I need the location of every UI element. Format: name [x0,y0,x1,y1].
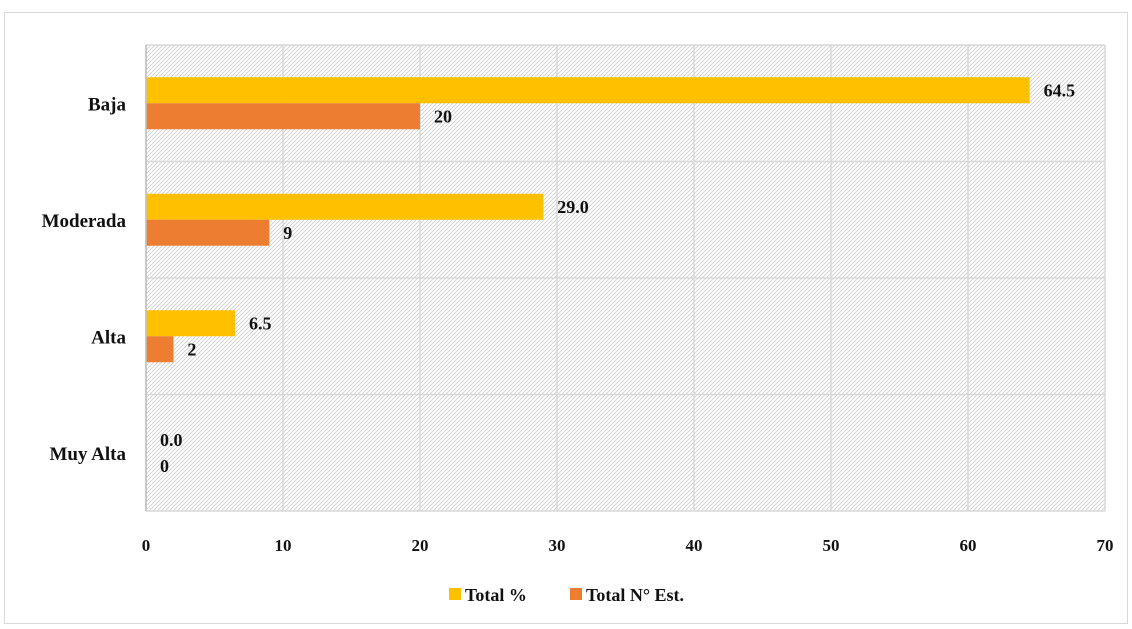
legend-label: Total % [465,585,527,605]
x-tick-label: 0 [142,536,151,555]
data-label: 20 [434,106,452,126]
data-label: 6.5 [249,313,271,333]
data-label: 29.0 [557,197,589,217]
bar-total-percent [146,193,544,220]
data-label: 64.5 [1044,80,1076,100]
data-label: 9 [283,223,292,243]
x-tick-label: 70 [1097,536,1114,555]
category-label: Alta [91,327,126,348]
x-tick-label: 40 [686,536,703,555]
category-label: Moderada [42,211,127,232]
data-label: 0.0 [160,430,183,450]
x-tick-label: 60 [960,536,977,555]
legend-swatch [449,588,461,600]
x-tick-label: 20 [412,536,429,555]
category-label: Muy Alta [49,444,126,465]
x-tick-label: 30 [549,536,566,555]
x-tick-label: 50 [823,536,840,555]
legend-swatch [570,588,582,600]
data-label: 0 [160,456,169,476]
bar-total-students [146,103,420,130]
bar-total-percent [146,77,1030,104]
bar-total-percent [146,310,236,337]
data-label: 2 [187,339,196,359]
category-label: Baja [88,94,127,115]
legend-label: Total N° Est. [586,585,684,605]
bar-total-students [146,336,174,363]
bar-total-students [146,219,270,246]
x-tick-label: 10 [275,536,292,555]
